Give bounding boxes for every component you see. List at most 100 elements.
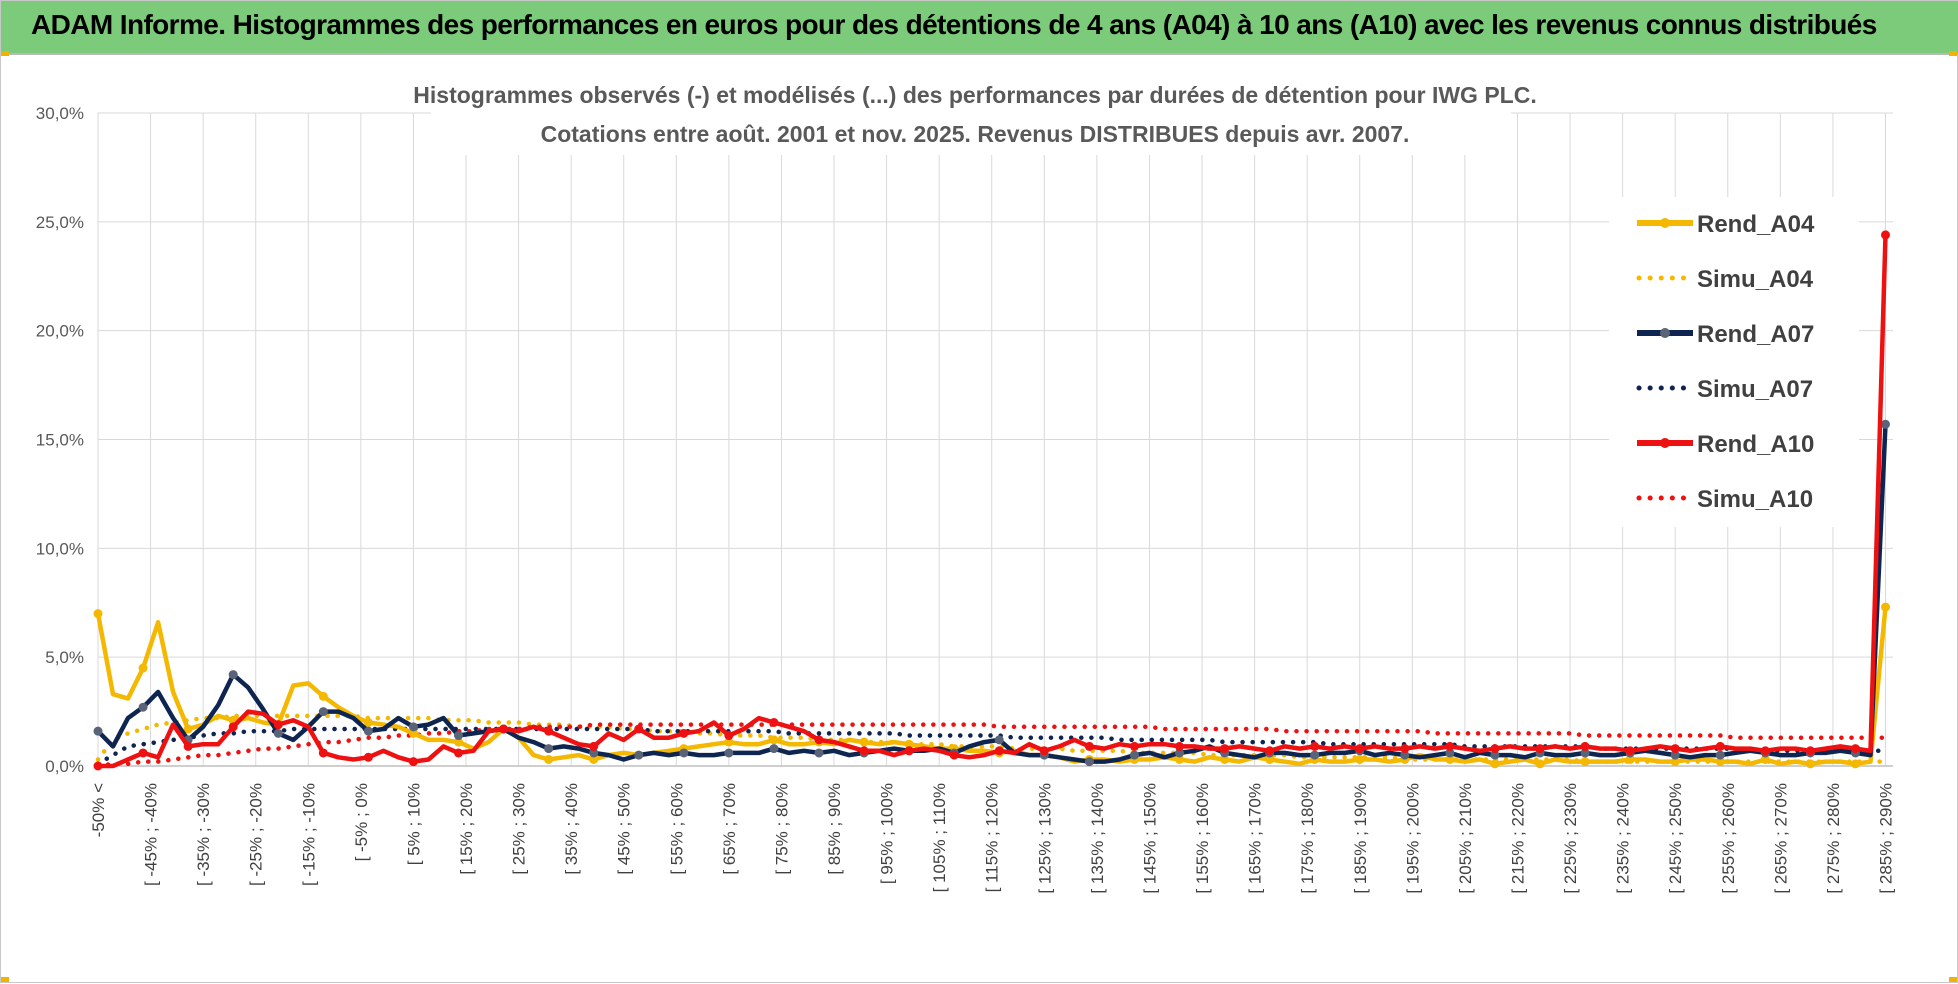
data-point: [228, 670, 238, 680]
x-tick-label: [ 25% ; 30%: [510, 783, 529, 875]
data-point: [679, 728, 689, 738]
x-tick-label: [ -15% ; -10%: [299, 783, 318, 886]
data-point: [814, 735, 824, 745]
data-point: [634, 724, 644, 734]
data-point: [544, 754, 554, 764]
data-point: [1535, 744, 1545, 754]
x-tick-label: [ 275% ; 280%: [1824, 783, 1843, 894]
chart-subtitle: Cotations entre août. 2001 et nov. 2025.…: [541, 121, 1410, 147]
x-tick-label: [ 245% ; 250%: [1666, 783, 1685, 894]
data-point: [1175, 741, 1185, 751]
series-rend-a10: [93, 230, 1890, 771]
data-point: [1880, 602, 1890, 612]
y-tick-label: 25,0%: [36, 213, 84, 232]
data-point: [1355, 754, 1365, 764]
series-layer: [93, 230, 1890, 771]
data-point: [183, 741, 193, 751]
legend-label: Rend_A07: [1697, 321, 1814, 348]
data-point: [1220, 744, 1230, 754]
legend-label: Simu_A07: [1697, 376, 1813, 403]
data-point: [454, 731, 464, 741]
data-point: [904, 746, 914, 756]
x-tick-label: [ 105% ; 110%: [930, 783, 949, 892]
data-point: [1400, 750, 1410, 760]
data-point: [93, 609, 103, 619]
data-point: [724, 731, 734, 741]
data-point: [1175, 754, 1185, 764]
x-tick-label: [ 285% ; 290%: [1876, 783, 1895, 894]
x-axis-ticks: -50% < [ -45% ; -40% [ -35% ; -30% [ -25% ;…: [89, 783, 1895, 894]
data-point: [589, 748, 599, 758]
data-point: [363, 752, 373, 762]
data-point: [1445, 754, 1455, 764]
legend-label: Simu_A10: [1697, 486, 1813, 513]
x-tick-label: [ 125% ; 130%: [1035, 783, 1054, 894]
data-point: [318, 748, 328, 758]
data-point: [724, 737, 734, 747]
x-tick-label: [ 135% ; 140%: [1088, 783, 1107, 894]
data-point: [769, 744, 779, 754]
y-tick-label: 15,0%: [36, 431, 84, 450]
legend-item-rend-a04: Rend_A04: [1637, 211, 1815, 238]
x-tick-label: [ 195% ; 200%: [1403, 783, 1422, 894]
corner-marker: [1949, 977, 1957, 982]
x-tick-label: [ 185% ; 190%: [1351, 783, 1370, 894]
data-point: [859, 746, 869, 756]
x-tick-label: [ 85% ; 90%: [825, 783, 844, 875]
data-point: [1805, 759, 1815, 769]
x-tick-label: [ 45% ; 50%: [615, 783, 634, 875]
data-point: [1445, 741, 1455, 751]
x-tick-label: [ -35% ; -30%: [194, 783, 213, 886]
data-point: [1175, 748, 1185, 758]
data-point: [1310, 750, 1320, 760]
x-tick-label: [ 215% ; 220%: [1508, 783, 1527, 894]
x-tick-label: [ -45% ; -40%: [142, 783, 161, 886]
data-point: [1625, 754, 1635, 764]
data-point: [1580, 757, 1590, 767]
data-point: [1129, 750, 1139, 760]
data-point: [1625, 746, 1635, 756]
data-point: [589, 741, 599, 751]
x-tick-label: [ 165% ; 170%: [1246, 783, 1265, 894]
data-point: [1039, 746, 1049, 756]
x-tick-label: -50% <: [89, 783, 108, 837]
data-point: [634, 750, 644, 760]
data-point: [1084, 757, 1094, 767]
data-point: [1355, 744, 1365, 754]
corner-marker: [1, 51, 9, 56]
x-tick-label: [ 255% ; 260%: [1719, 783, 1738, 894]
data-point: [138, 702, 148, 712]
y-tick-label: 30,0%: [36, 104, 84, 123]
corner-marker: [1949, 51, 1957, 56]
x-tick-label: [ 225% ; 230%: [1561, 783, 1580, 894]
data-point: [1805, 746, 1815, 756]
legend-marker: [1660, 218, 1670, 228]
data-point: [1580, 748, 1590, 758]
x-tick-label: [ 235% ; 240%: [1614, 783, 1633, 894]
data-point: [1445, 748, 1455, 758]
data-point: [273, 728, 283, 738]
data-point: [1670, 744, 1680, 754]
report-title: ADAM Informe. Histogrammes des performan…: [31, 9, 1877, 40]
data-point: [1880, 230, 1890, 240]
x-tick-label: [ -25% ; -20%: [247, 783, 266, 886]
data-point: [949, 750, 959, 760]
data-point: [1490, 744, 1500, 754]
x-tick-label: [ 95% ; 100%: [878, 783, 897, 884]
data-point: [1535, 759, 1545, 769]
data-point: [408, 757, 418, 767]
data-point: [589, 754, 599, 764]
data-point: [994, 735, 1004, 745]
x-tick-label: [ 65% ; 70%: [720, 783, 739, 875]
legend-item-rend-a10: Rend_A10: [1637, 431, 1814, 458]
data-point: [273, 720, 283, 730]
data-point: [1850, 744, 1860, 754]
x-tick-label: [ 15% ; 20%: [457, 783, 476, 875]
x-tick-label: [ 5% ; 10%: [404, 783, 423, 865]
data-point: [183, 724, 193, 734]
data-point: [93, 726, 103, 736]
data-point: [454, 748, 464, 758]
legend-label: Rend_A10: [1697, 431, 1814, 458]
data-point: [1265, 746, 1275, 756]
